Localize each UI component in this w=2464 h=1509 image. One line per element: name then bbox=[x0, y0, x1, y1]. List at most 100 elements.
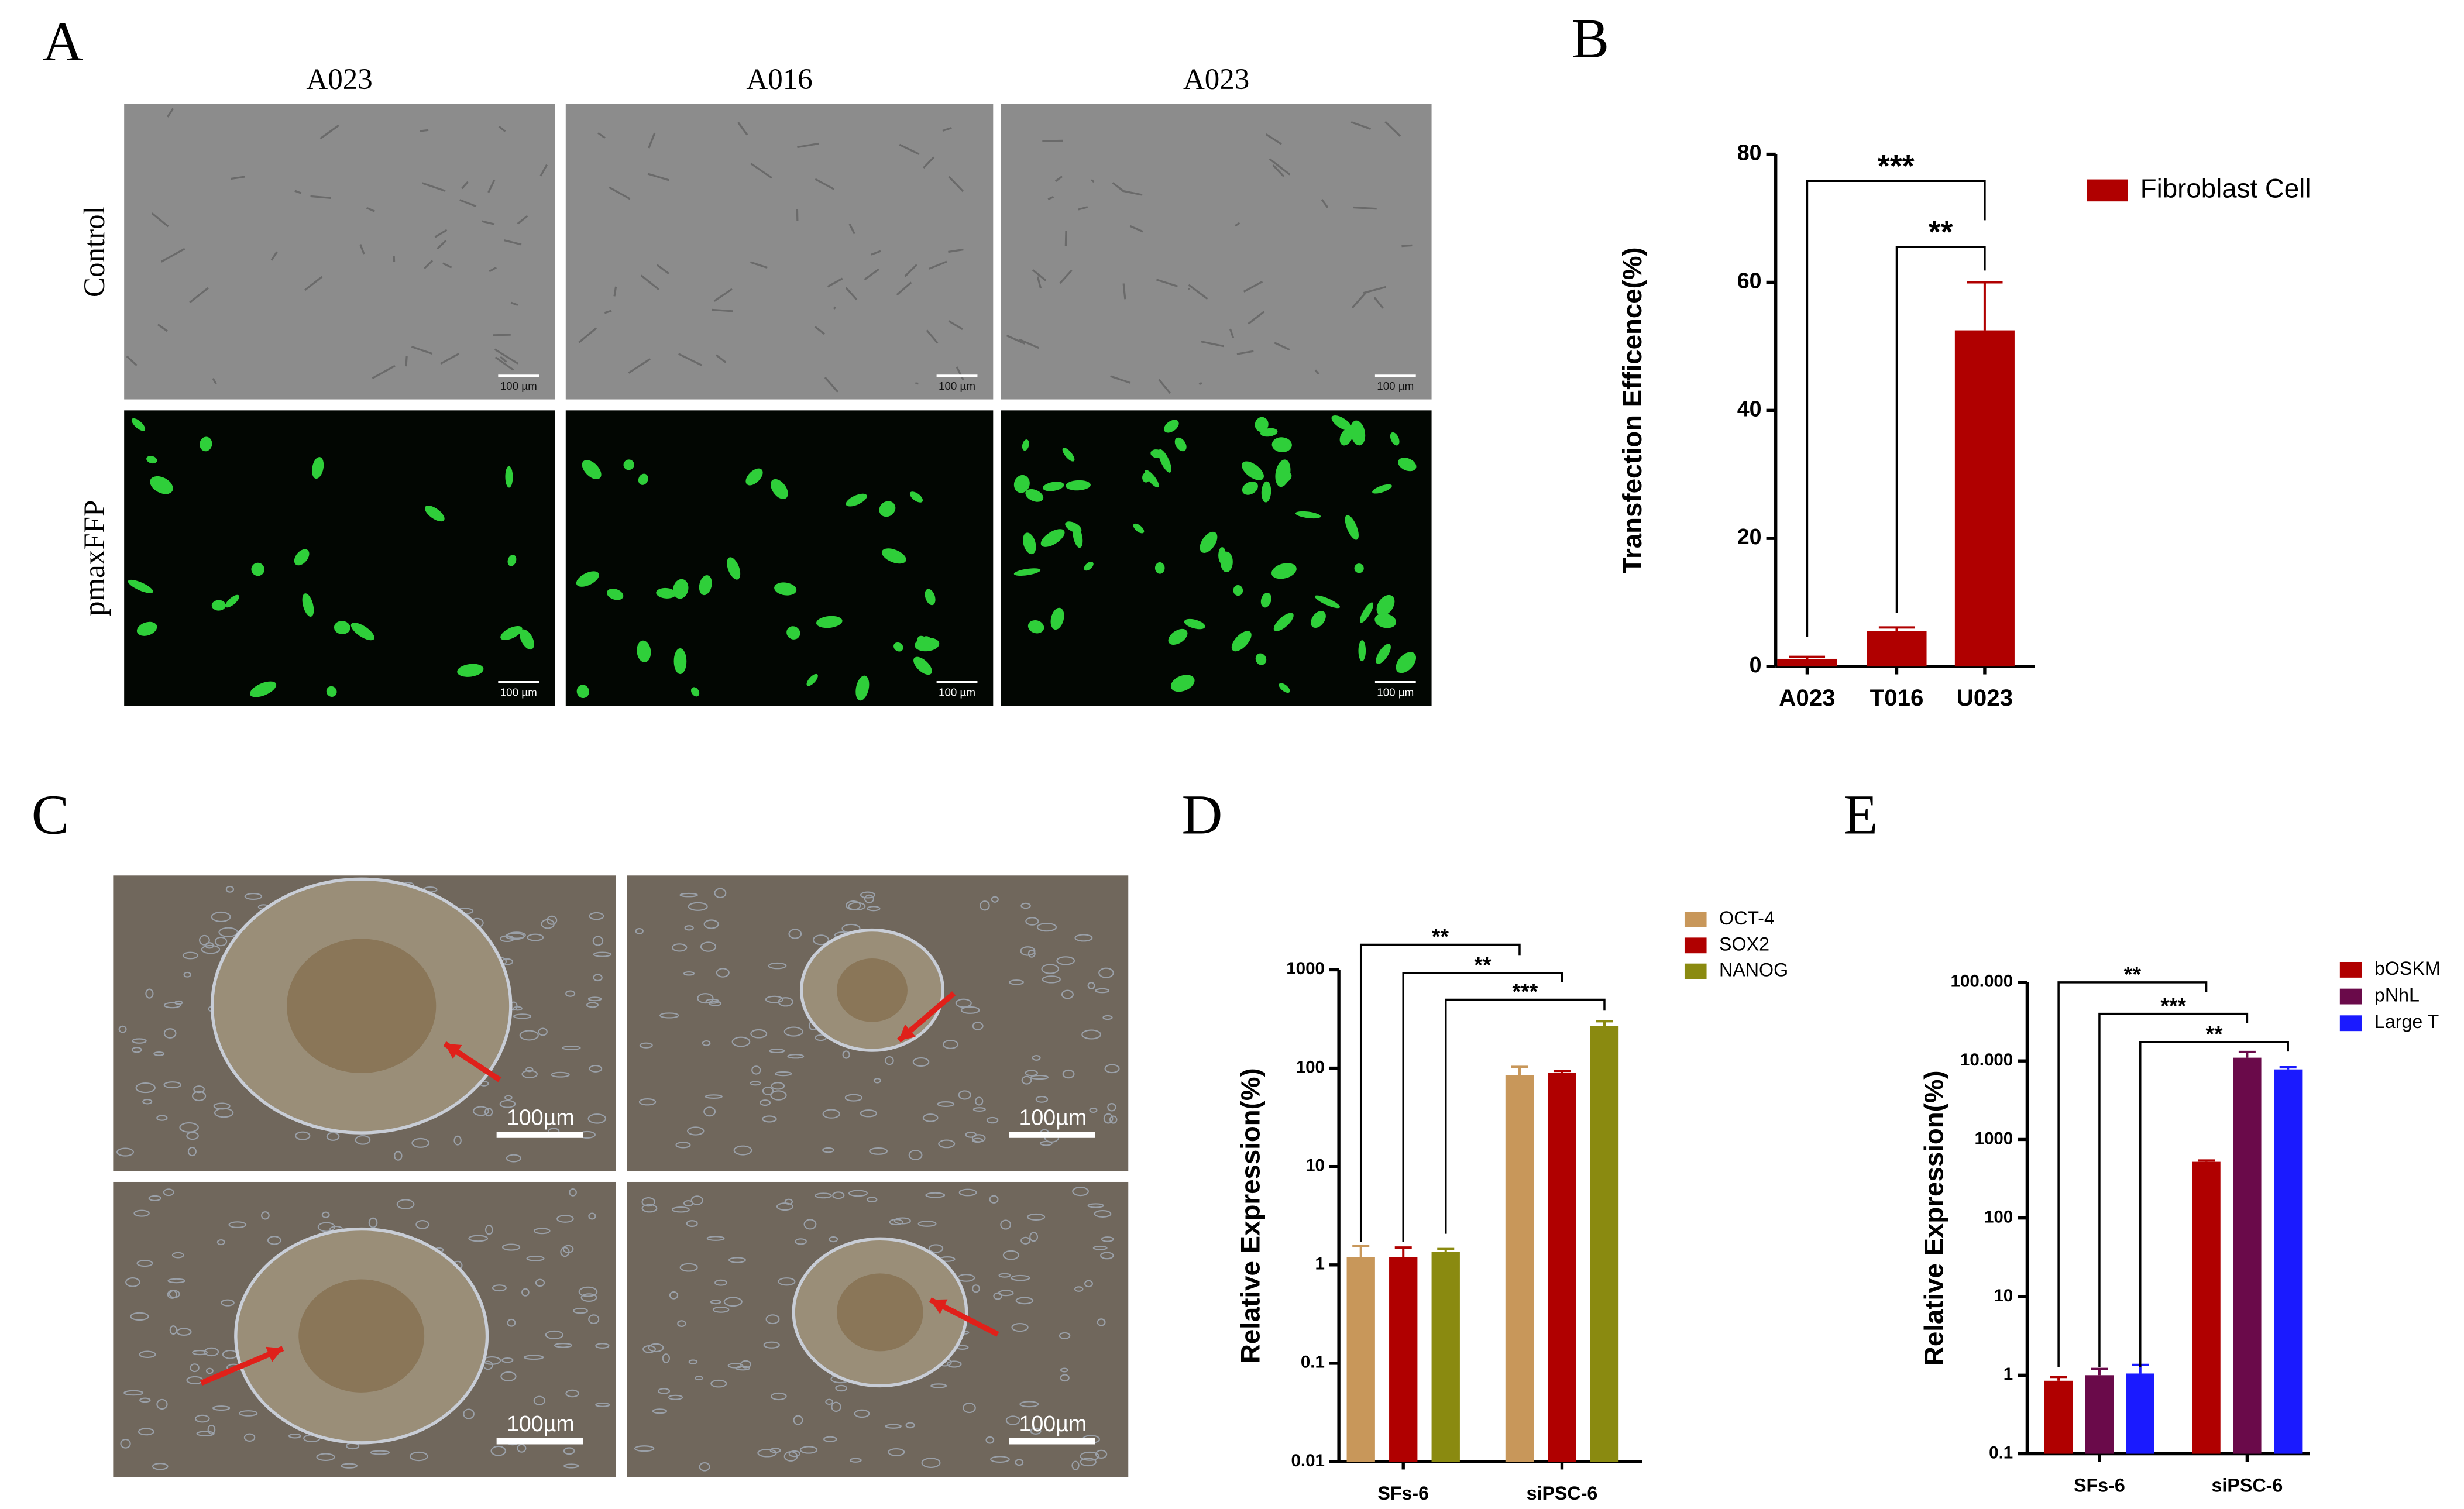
cell bbox=[166, 108, 174, 118]
cell bbox=[628, 358, 651, 374]
cell bbox=[797, 142, 819, 149]
cell bbox=[1006, 335, 1026, 345]
cell bbox=[394, 1151, 403, 1161]
cell bbox=[1345, 515, 1359, 540]
cell bbox=[425, 506, 445, 522]
cell bbox=[672, 1206, 690, 1213]
cell bbox=[505, 466, 513, 488]
cell bbox=[893, 1217, 911, 1225]
cell bbox=[457, 664, 484, 677]
cell bbox=[592, 936, 604, 946]
cell bbox=[1098, 967, 1114, 978]
cell bbox=[1174, 437, 1187, 452]
cell bbox=[713, 288, 733, 302]
cell bbox=[434, 229, 448, 238]
cell bbox=[396, 1199, 415, 1209]
cell bbox=[593, 951, 611, 957]
cell bbox=[183, 971, 191, 978]
micrograph bbox=[124, 104, 555, 400]
cell bbox=[131, 1047, 142, 1053]
cell bbox=[827, 277, 843, 288]
cell bbox=[294, 549, 310, 566]
cell bbox=[459, 199, 477, 208]
cell bbox=[814, 325, 825, 335]
y-tick-label: 1 bbox=[2003, 1364, 2013, 1384]
cell bbox=[923, 156, 935, 169]
cell bbox=[641, 1197, 655, 1207]
cell bbox=[1398, 458, 1417, 472]
cell bbox=[563, 1447, 575, 1455]
cell bbox=[604, 310, 612, 314]
cell bbox=[150, 476, 173, 494]
cell bbox=[120, 1439, 131, 1449]
cell bbox=[986, 1116, 999, 1124]
significance-bracket bbox=[1806, 180, 1986, 637]
cell bbox=[312, 457, 324, 479]
cell bbox=[145, 988, 154, 999]
legend-swatch bbox=[2087, 179, 2128, 202]
cell bbox=[771, 1082, 785, 1090]
cell bbox=[842, 1050, 850, 1059]
cell bbox=[942, 1040, 958, 1049]
cell bbox=[1023, 532, 1036, 555]
cell bbox=[1000, 1219, 1011, 1230]
cell bbox=[176, 1328, 192, 1336]
cell bbox=[638, 1098, 657, 1106]
cell bbox=[500, 1371, 517, 1381]
cell bbox=[588, 1212, 596, 1220]
cell bbox=[648, 1343, 664, 1353]
cell bbox=[889, 1219, 903, 1226]
cell bbox=[187, 1147, 197, 1157]
cell bbox=[261, 1211, 270, 1220]
cell bbox=[1242, 481, 1258, 495]
cell bbox=[131, 418, 146, 431]
scale-bar-label: 100µm bbox=[1019, 1411, 1087, 1436]
cell bbox=[132, 1038, 147, 1044]
cell bbox=[126, 355, 138, 366]
cell bbox=[1133, 523, 1145, 534]
cell bbox=[1089, 1107, 1098, 1113]
cell bbox=[786, 626, 800, 640]
cell bbox=[662, 1353, 670, 1363]
cell bbox=[1074, 1286, 1084, 1292]
cell bbox=[1274, 342, 1290, 351]
cell bbox=[1027, 1213, 1046, 1221]
cell bbox=[806, 673, 818, 686]
cell bbox=[334, 621, 350, 635]
cell bbox=[1242, 461, 1264, 480]
cell bbox=[468, 1235, 489, 1242]
bar bbox=[1431, 1252, 1460, 1462]
cell bbox=[228, 1221, 247, 1228]
cell bbox=[1032, 1055, 1041, 1061]
cell bbox=[832, 1191, 845, 1199]
cell bbox=[1042, 139, 1063, 142]
cell bbox=[770, 1090, 787, 1101]
cell bbox=[507, 555, 517, 566]
cell bbox=[355, 1135, 371, 1145]
cell bbox=[972, 1284, 980, 1293]
cell bbox=[440, 353, 460, 365]
scale-bar-label: 100µm bbox=[507, 1105, 575, 1129]
cell bbox=[569, 1188, 577, 1197]
cell bbox=[506, 1154, 521, 1163]
cell bbox=[710, 1300, 721, 1305]
cell bbox=[1074, 934, 1093, 942]
cell bbox=[825, 1398, 833, 1405]
cell bbox=[762, 1087, 774, 1095]
legend-label: NANOG bbox=[1719, 960, 1788, 981]
cell bbox=[641, 1204, 658, 1213]
cell bbox=[513, 1013, 532, 1019]
cell bbox=[1272, 164, 1285, 177]
cell bbox=[204, 1347, 219, 1357]
cell bbox=[151, 212, 169, 228]
cell bbox=[1100, 1252, 1114, 1260]
cell bbox=[1396, 652, 1417, 673]
cell bbox=[196, 1431, 215, 1436]
cell bbox=[904, 264, 917, 277]
cell bbox=[1062, 448, 1075, 462]
cell bbox=[288, 1434, 301, 1439]
cell bbox=[595, 1403, 610, 1407]
cell bbox=[678, 353, 703, 366]
cell bbox=[135, 1082, 156, 1094]
cell bbox=[955, 998, 972, 1008]
